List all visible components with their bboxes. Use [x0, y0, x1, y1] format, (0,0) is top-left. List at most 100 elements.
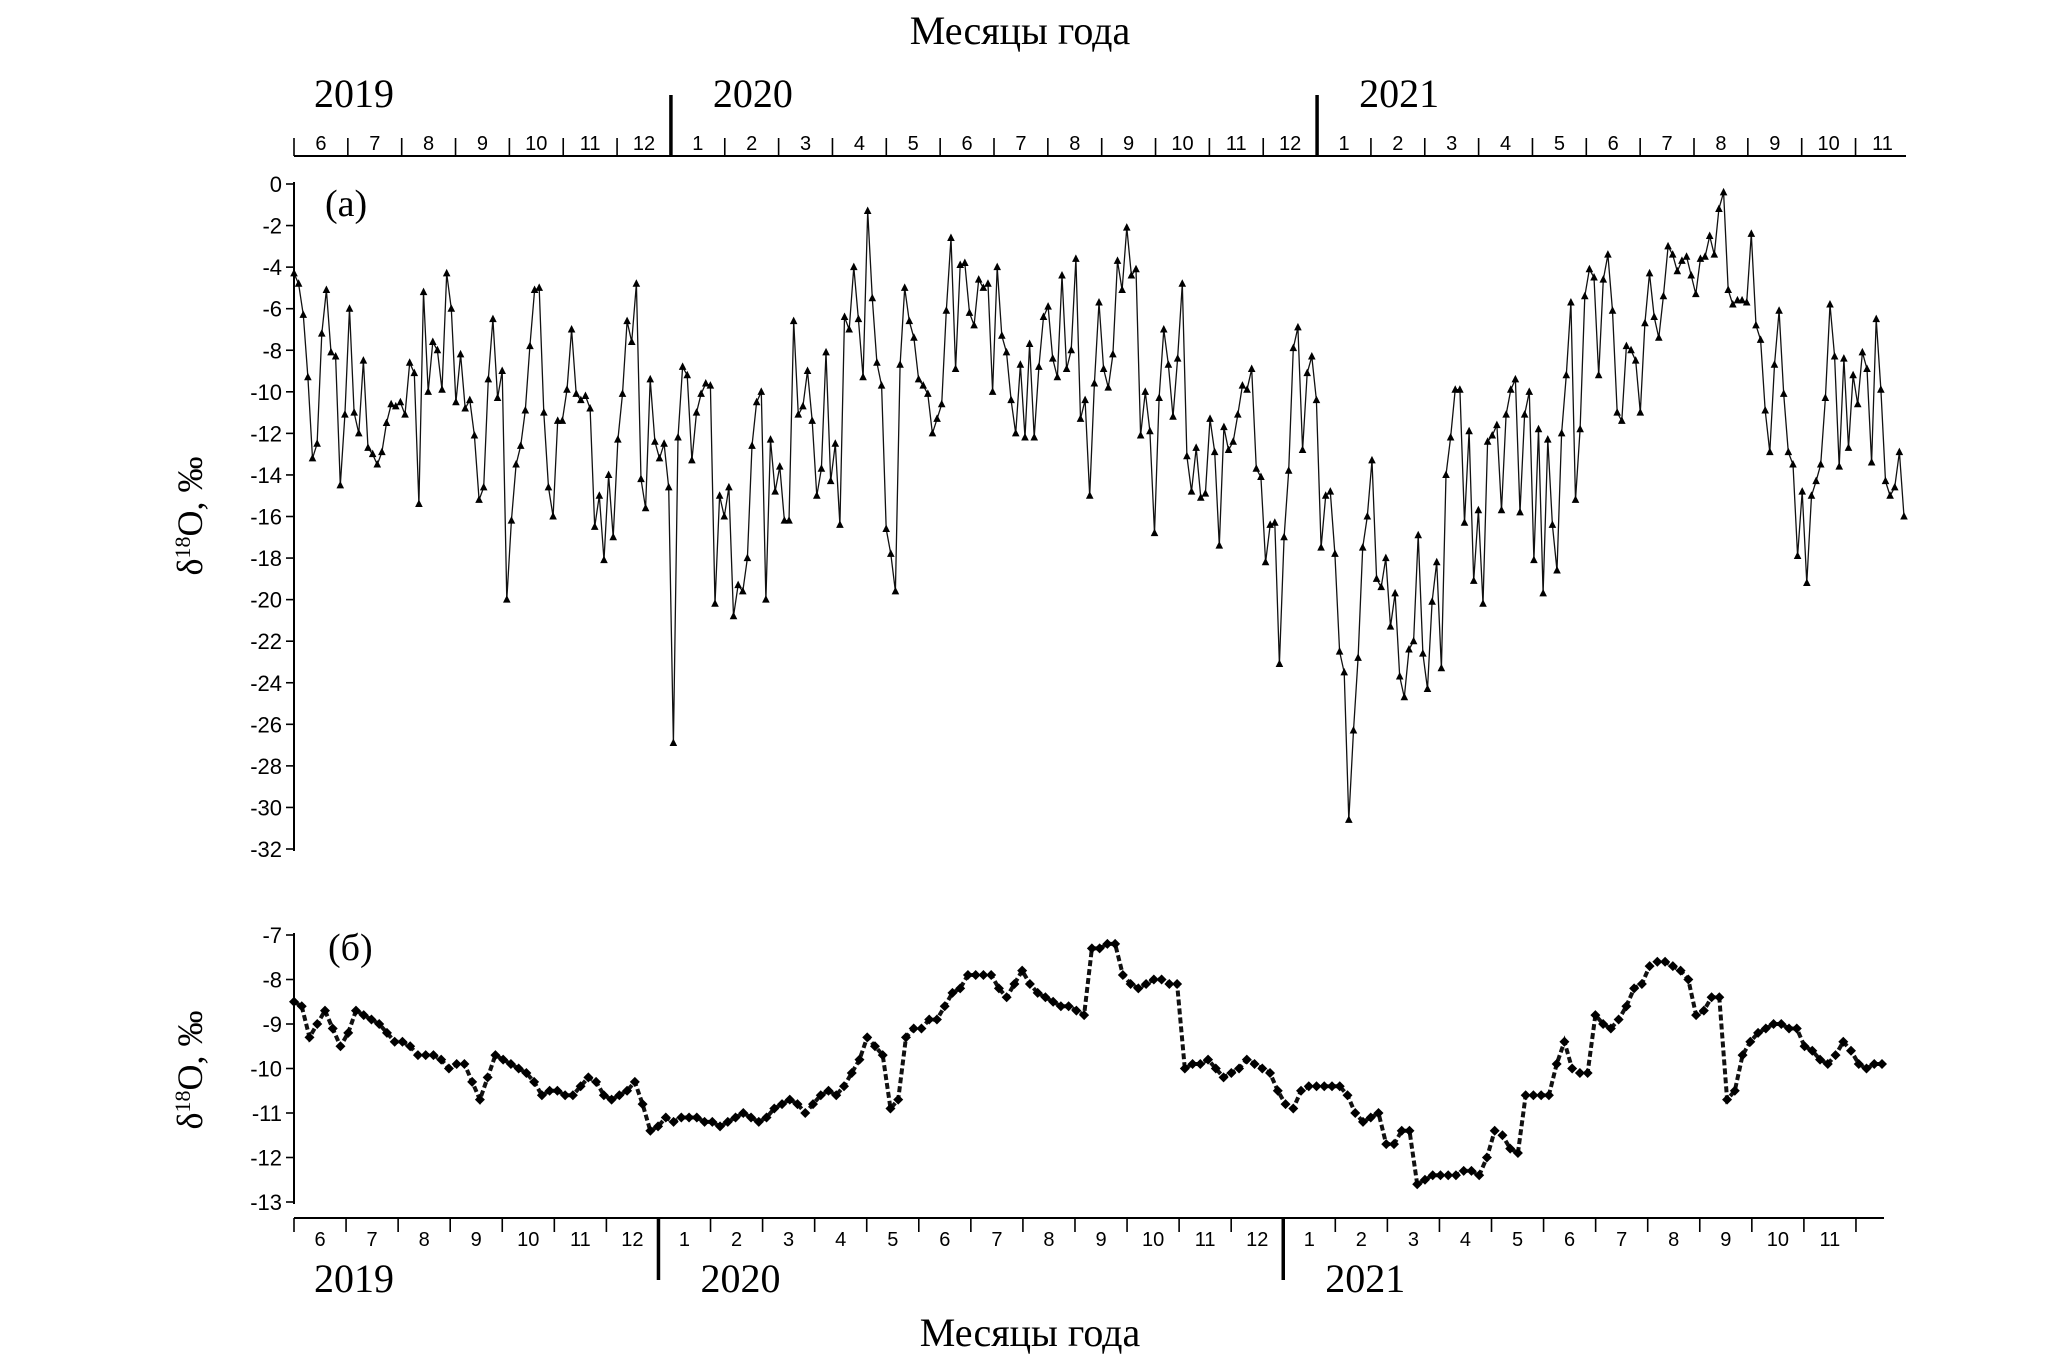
data-point — [1289, 343, 1298, 352]
data-point — [988, 387, 997, 395]
data-point — [1895, 447, 1904, 456]
data-point — [1196, 493, 1205, 501]
data-point — [343, 1027, 354, 1038]
data-point — [1536, 1090, 1547, 1101]
data-point — [1210, 1063, 1221, 1074]
month-label: 9 — [1123, 133, 1134, 155]
data-point — [1543, 1090, 1554, 1101]
data-point — [526, 341, 534, 350]
data-point — [296, 1001, 307, 1012]
data-point — [1141, 387, 1150, 395]
data-point — [707, 1116, 718, 1127]
data-point — [1644, 961, 1655, 972]
month-label: 11 — [1872, 133, 1893, 155]
y-tick-label: -16 — [250, 505, 282, 530]
data-point — [1146, 426, 1154, 435]
data-point — [942, 306, 951, 314]
data-point — [769, 1103, 780, 1114]
data-point — [461, 403, 469, 412]
data-point — [614, 435, 622, 443]
month-label: 2 — [1356, 1229, 1367, 1251]
data-point — [389, 1036, 400, 1047]
data-point — [1395, 672, 1404, 680]
data-point — [993, 983, 1004, 994]
data-point — [1381, 1139, 1392, 1150]
data-point — [757, 387, 766, 395]
data-point — [1715, 204, 1723, 212]
data-point — [1770, 360, 1779, 368]
data-point — [1288, 1103, 1299, 1114]
data-point — [1696, 254, 1705, 262]
data-point — [1021, 433, 1029, 441]
data-point — [1001, 992, 1012, 1003]
data-point — [900, 283, 909, 291]
data-point — [1489, 1125, 1500, 1136]
data-point — [1210, 447, 1219, 456]
data-point — [962, 970, 973, 981]
data-point — [970, 320, 978, 329]
data-point — [1835, 462, 1844, 470]
data-point — [1559, 1036, 1570, 1047]
year-label: 2019 — [314, 71, 394, 116]
data-point — [900, 1032, 911, 1043]
data-point — [951, 364, 960, 372]
month-label: 10 — [1142, 1229, 1164, 1251]
data-point — [304, 372, 312, 381]
data-point — [1334, 1081, 1345, 1092]
month-label: 12 — [633, 133, 655, 155]
data-point — [530, 285, 539, 293]
month-label: 6 — [1608, 133, 1619, 155]
data-point — [674, 433, 682, 441]
data-point — [849, 262, 858, 271]
data-point — [1294, 322, 1302, 331]
data-point — [831, 439, 840, 447]
data-point — [1435, 1170, 1446, 1181]
data-point — [1117, 970, 1128, 981]
data-point — [1203, 1054, 1214, 1065]
month-label: 5 — [887, 1229, 898, 1251]
data-point — [891, 586, 900, 595]
data-point — [1660, 956, 1671, 967]
panel-b: 6 7 8 9 10 11 12 1 2 3 4 5 6 7 8 9 10 11 12 1 2 3 4 5 6 7 8 9 10 1120… — [170, 923, 1887, 1301]
y-tick-label: -6 — [262, 297, 282, 322]
data-point — [771, 487, 779, 495]
month-label: 8 — [1715, 133, 1726, 155]
data-point — [1104, 383, 1113, 391]
data-point — [893, 1094, 904, 1105]
data-point — [1553, 566, 1561, 574]
data-point — [618, 389, 627, 397]
data-point — [1442, 470, 1450, 478]
data-point — [1747, 229, 1756, 237]
data-point — [1155, 393, 1163, 402]
data-point — [1869, 1059, 1880, 1070]
data-point — [549, 512, 557, 520]
month-label: 12 — [1279, 133, 1301, 155]
data-point — [451, 1059, 462, 1070]
data-point — [1094, 943, 1105, 954]
panel-b-y-label-rest: O, ‰ — [170, 1011, 210, 1091]
data-point — [1567, 297, 1575, 306]
data-point — [1257, 1063, 1268, 1074]
data-point — [641, 503, 650, 512]
data-point — [792, 1099, 803, 1110]
data-point — [1419, 649, 1427, 657]
data-point — [766, 435, 775, 443]
data-point — [1571, 495, 1580, 503]
month-label: 2 — [1392, 133, 1403, 155]
data-point — [817, 464, 826, 472]
data-point — [289, 996, 299, 1007]
data-point — [803, 366, 812, 375]
month-label: 6 — [314, 1229, 325, 1251]
data-point — [1659, 291, 1668, 300]
data-point — [1863, 364, 1871, 372]
data-point — [1095, 297, 1103, 306]
data-point — [734, 580, 742, 589]
month-label: 2 — [731, 1229, 742, 1251]
data-point — [998, 331, 1006, 339]
panel-b-series-line — [293, 941, 1882, 1188]
data-point — [1877, 1059, 1887, 1070]
data-point — [1652, 956, 1663, 967]
data-point — [1086, 943, 1097, 954]
data-point — [1629, 983, 1640, 994]
data-point — [1303, 368, 1311, 377]
